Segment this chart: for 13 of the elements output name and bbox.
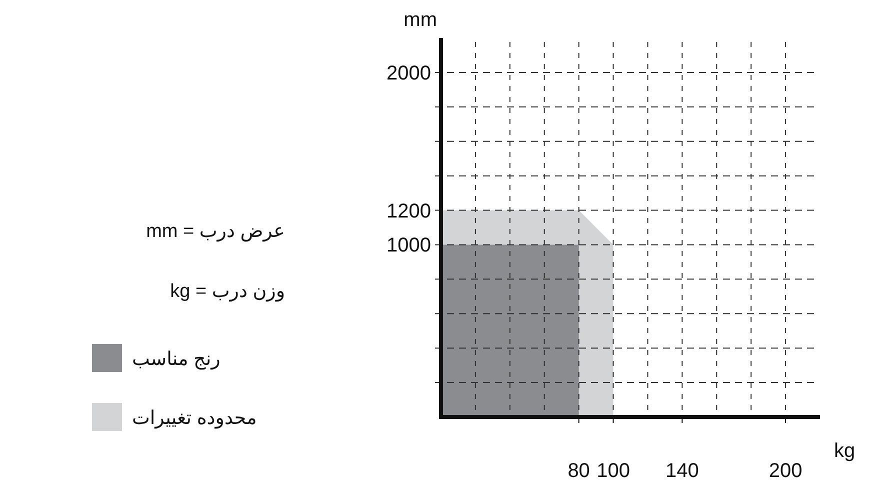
- text: عرض درب = mm: [146, 221, 285, 242]
- y-tick-label: 2000: [386, 62, 431, 84]
- legend-label: رنج مناسب: [132, 349, 220, 370]
- y-axis-title: mm: [404, 9, 437, 31]
- x-tick-label: 140: [665, 460, 699, 482]
- text: وزن درب = kg: [170, 281, 285, 302]
- y-tick-label: 1200: [386, 200, 431, 222]
- x-axis-title: kg: [834, 440, 856, 462]
- x-tick-label: 100: [596, 460, 630, 482]
- legend-label: محدوده تغییرات: [132, 408, 257, 429]
- x-tick-label: 200: [768, 460, 802, 482]
- y-tick-label: 1000: [386, 234, 431, 257]
- x-tick-label: 80: [568, 460, 590, 482]
